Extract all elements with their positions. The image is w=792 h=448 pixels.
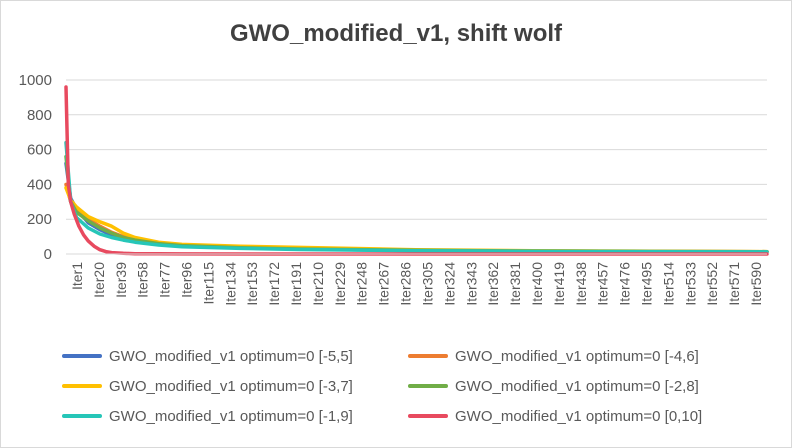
x-tick-label: Iter533	[682, 262, 698, 306]
series-line-2	[64, 182, 769, 254]
x-tick-label: Iter267	[376, 262, 392, 306]
x-tick-label: Iter1	[69, 262, 85, 290]
chart-title: GWO_modified_v1, shift wolf	[229, 20, 563, 47]
x-tick-label: Iter362	[485, 262, 501, 306]
x-tick-label: Iter191	[288, 262, 304, 306]
x-tick-label: Iter590	[748, 262, 764, 306]
x-tick-label: Iter248	[354, 262, 370, 306]
x-tick-label: Iter400	[529, 262, 545, 306]
x-tick-label: Iter172	[266, 262, 282, 306]
x-tick-label: Iter115	[200, 262, 216, 305]
x-tick-label: Iter58	[135, 262, 151, 298]
x-tick-label: Iter495	[639, 262, 655, 306]
y-tick-label: 0	[44, 246, 52, 263]
series-line-4	[64, 154, 769, 254]
y-tick-label: 1000	[19, 72, 52, 89]
x-tick-label: Iter20	[91, 262, 107, 298]
x-tick-label: Iter438	[573, 262, 589, 306]
x-tick-label: Iter210	[310, 262, 326, 306]
x-tick-label: Iter77	[157, 262, 173, 298]
series-line-3	[64, 186, 769, 254]
series-line-1	[64, 161, 769, 254]
x-tick-label: Iter305	[419, 262, 435, 306]
y-tick-label: 800	[27, 107, 52, 124]
x-tick-label: Iter476	[617, 262, 633, 306]
y-tick-label: 600	[27, 142, 52, 159]
gridlines	[66, 79, 767, 220]
series-line-5	[64, 140, 769, 254]
x-tick-label: Iter571	[726, 262, 742, 306]
x-tick-label: Iter552	[704, 262, 720, 306]
x-tick-label: Iter419	[551, 262, 567, 306]
x-tick-label: Iter514	[660, 262, 676, 306]
y-axis-ticks: 0 200 400 600 800 1000	[19, 72, 52, 263]
x-tick-label: Iter96	[178, 262, 194, 298]
x-tick-label: Iter343	[463, 262, 479, 306]
x-tick-label: Iter134	[222, 262, 238, 306]
y-tick-label: 400	[27, 176, 52, 193]
series-line-6	[64, 85, 769, 256]
x-tick-label: Iter286	[398, 262, 414, 306]
series-lines	[64, 85, 769, 256]
x-tick-label: Iter39	[113, 262, 129, 298]
x-tick-label: Iter229	[332, 262, 348, 306]
x-tick-label: Iter324	[441, 262, 457, 306]
x-tick-label: Iter381	[507, 262, 523, 306]
x-tick-label: Iter457	[595, 262, 611, 306]
x-tick-label: Iter153	[244, 262, 260, 306]
y-tick-label: 200	[27, 211, 52, 228]
x-axis-ticks: Iter1 Iter20 Iter39 Iter58 Iter77 Iter96 Iter1…	[69, 262, 764, 306]
